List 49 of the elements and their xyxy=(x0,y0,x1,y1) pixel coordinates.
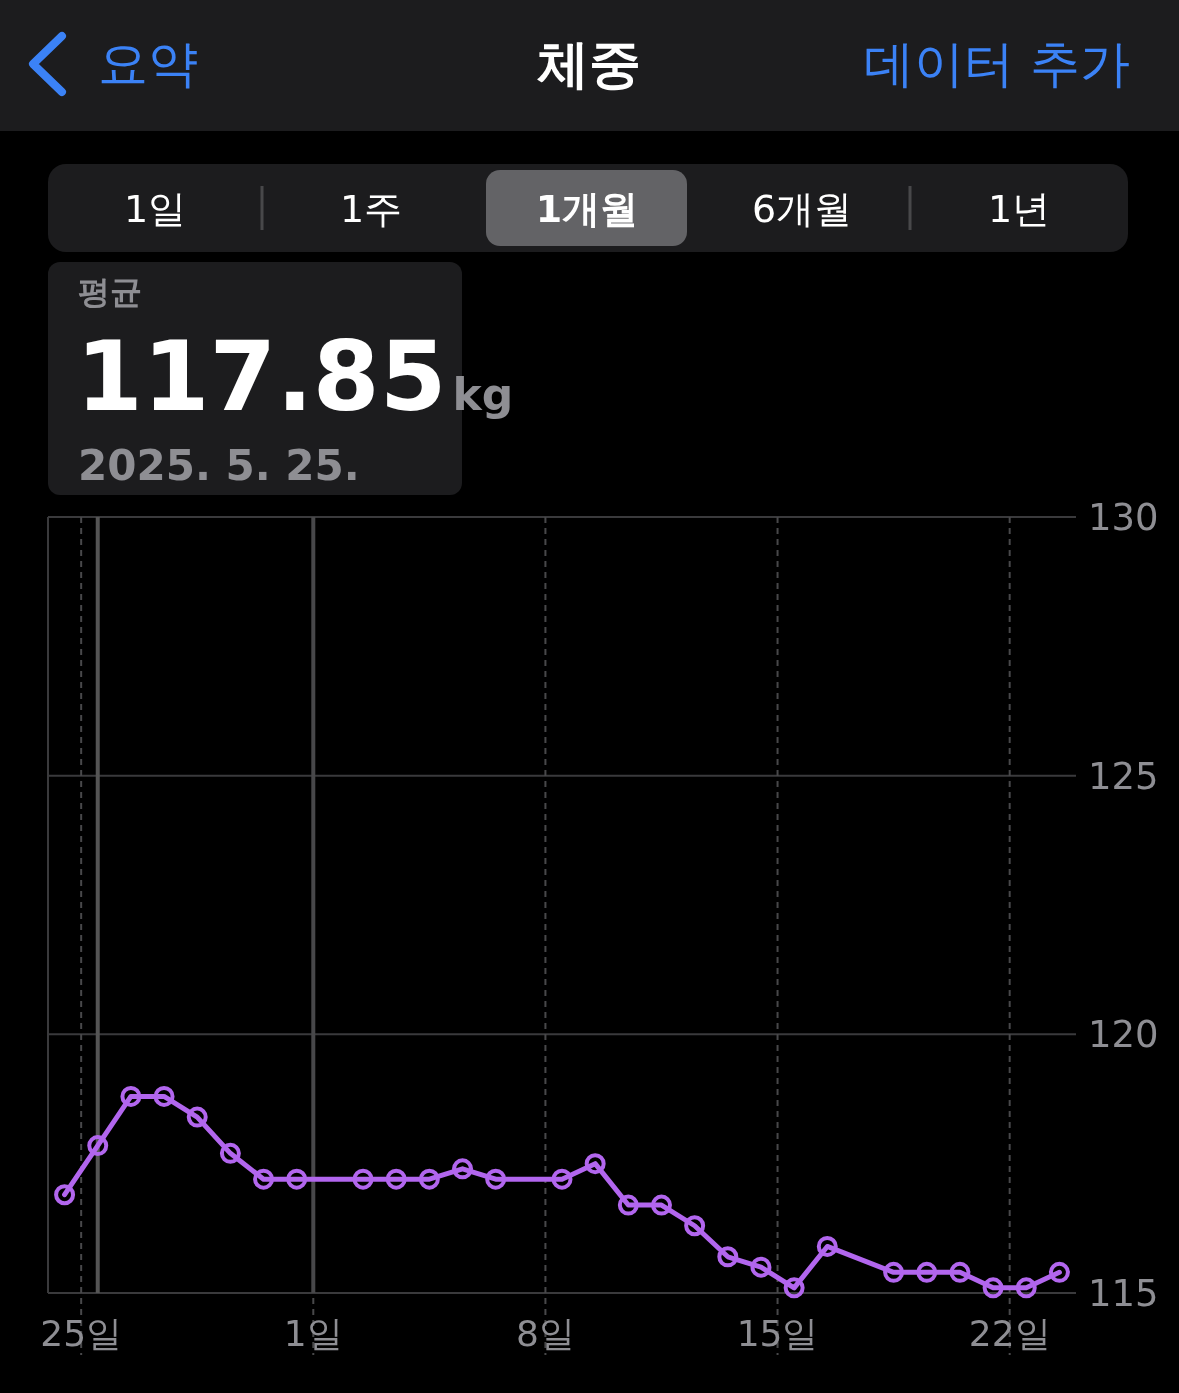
text: 6개월 xyxy=(751,187,853,231)
text: 데이터 추가 xyxy=(864,35,1130,93)
point xyxy=(485,1168,507,1190)
text: kg xyxy=(452,369,514,420)
point xyxy=(816,1235,838,1257)
point xyxy=(684,1215,706,1237)
point xyxy=(385,1168,407,1190)
point xyxy=(418,1168,440,1190)
y-tick-label: 115 xyxy=(1088,1272,1159,1315)
point xyxy=(186,1106,208,1128)
point xyxy=(982,1277,1004,1299)
x-tick-label: 8일 xyxy=(515,1313,575,1354)
point xyxy=(883,1261,905,1283)
x-tick-label: 1일 xyxy=(283,1313,343,1354)
point xyxy=(286,1168,308,1190)
text: 1일 xyxy=(123,187,187,231)
text: 요약 xyxy=(98,35,198,93)
point xyxy=(54,1184,76,1206)
point xyxy=(352,1168,374,1190)
point xyxy=(717,1246,739,1268)
point xyxy=(120,1085,142,1107)
y-tick-label: 130 xyxy=(1088,496,1159,539)
point xyxy=(617,1194,639,1216)
chart-title: 체중 xyxy=(537,34,641,94)
text: 1주 xyxy=(339,187,403,231)
point xyxy=(584,1153,606,1175)
x-tick-label: 15일 xyxy=(736,1313,819,1354)
text: 117.85 xyxy=(76,321,447,433)
x-tick-label: 25일 xyxy=(40,1313,123,1354)
point xyxy=(87,1135,109,1157)
y-tick-label: 125 xyxy=(1088,754,1159,798)
point xyxy=(153,1085,175,1107)
text: 1개월 xyxy=(535,187,639,231)
point xyxy=(452,1158,474,1180)
y-tick-label: 120 xyxy=(1088,1013,1159,1057)
point xyxy=(750,1256,772,1278)
point xyxy=(949,1261,971,1283)
point xyxy=(253,1168,275,1190)
point xyxy=(551,1168,573,1190)
point xyxy=(650,1194,672,1216)
point xyxy=(1048,1261,1070,1283)
point xyxy=(219,1142,241,1164)
text: 평균 xyxy=(78,273,142,311)
point xyxy=(1015,1277,1037,1299)
point xyxy=(783,1277,805,1299)
x-tick-label: 22일 xyxy=(968,1313,1051,1354)
text: 2025. 5. 25. xyxy=(78,441,360,490)
point xyxy=(916,1261,938,1283)
text: 1년 xyxy=(987,187,1051,231)
